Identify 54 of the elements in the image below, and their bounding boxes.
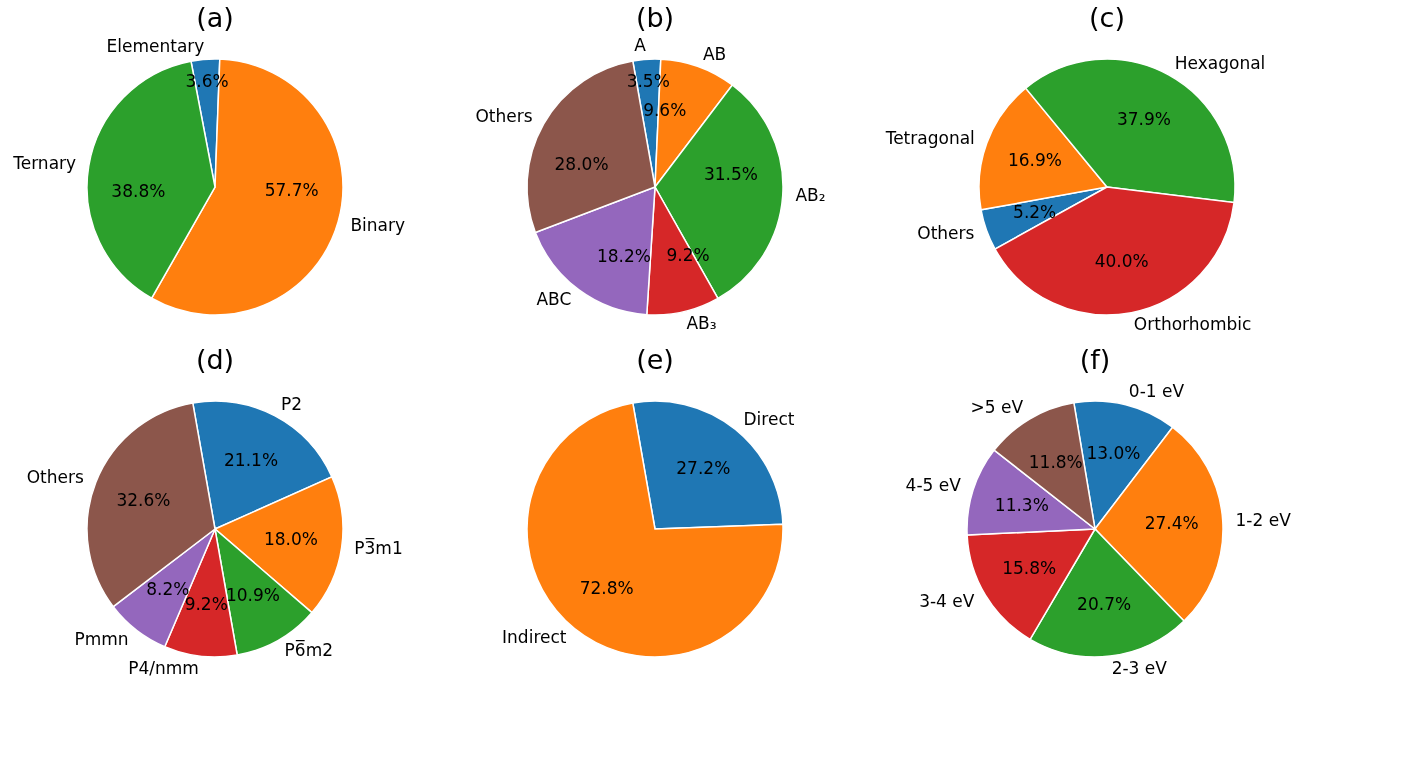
slice-label: AB₃	[686, 313, 717, 334]
data-label: 37.9%	[1116, 108, 1171, 129]
data-label: 9.2%	[184, 594, 228, 615]
slice-label: P6̅m2	[284, 639, 334, 661]
chart-title: (e)	[636, 344, 674, 375]
data-label: 38.8%	[111, 180, 166, 201]
data-label: 32.6%	[116, 490, 171, 511]
data-label: 40.0%	[1094, 251, 1149, 272]
data-label: 27.2%	[676, 458, 731, 479]
slice-label: Orthorhombic	[1133, 314, 1252, 335]
chart-title: (d)	[195, 344, 235, 375]
data-label: 20.7%	[1077, 594, 1132, 615]
data-label: 72.8%	[579, 577, 634, 598]
slice-label: Binary	[350, 214, 406, 235]
slice-label: Ternary	[12, 152, 77, 173]
slice-label: Others	[475, 106, 533, 127]
chart-title: (b)	[635, 2, 675, 33]
data-label: 57.7%	[264, 179, 319, 200]
chart-title: (c)	[1089, 2, 1125, 33]
data-label: 27.4%	[1144, 513, 1199, 534]
data-label: 18.2%	[596, 246, 651, 267]
slice-label: Others	[26, 466, 84, 487]
slice-label: Tetragonal	[884, 127, 975, 148]
slice-label: 0-1 eV	[1128, 381, 1185, 402]
slice-label: P3̅m1	[354, 537, 403, 559]
data-label: 13.0%	[1086, 443, 1141, 464]
chart-title: (f)	[1079, 344, 1111, 375]
data-label: 11.3%	[994, 494, 1049, 515]
slice-label: P4/nmm	[128, 657, 199, 678]
slice-label: ABC	[536, 289, 572, 310]
data-label: 28.0%	[554, 153, 609, 174]
slice-label: A	[634, 35, 647, 56]
slice-label: 3-4 eV	[919, 590, 975, 611]
slice-label: Direct	[743, 408, 795, 429]
data-label: 18.0%	[263, 529, 318, 550]
data-label: 21.1%	[224, 450, 279, 471]
data-label: 31.5%	[703, 164, 758, 185]
data-label: 15.8%	[1002, 557, 1057, 578]
slice-label: Pmmn	[74, 629, 129, 650]
chart-title: (a)	[196, 2, 234, 33]
slice-label: 1-2 eV	[1235, 509, 1292, 530]
slice-label: 2-3 eV	[1111, 657, 1168, 678]
slice-label: Others	[917, 223, 975, 244]
slice-label: P2	[281, 393, 303, 414]
slice-label: Hexagonal	[1174, 52, 1266, 73]
slice-label: >5 eV	[970, 396, 1024, 417]
slice-label: Elementary	[106, 35, 205, 56]
data-label: 5.2%	[1013, 201, 1057, 222]
slice-label: AB	[702, 43, 727, 64]
slice-label: 4-5 eV	[905, 475, 962, 496]
slice-label: AB₂	[795, 185, 826, 206]
data-label: 16.9%	[1007, 149, 1062, 170]
slice-label: Indirect	[502, 627, 567, 648]
data-label: 11.8%	[1028, 451, 1083, 472]
